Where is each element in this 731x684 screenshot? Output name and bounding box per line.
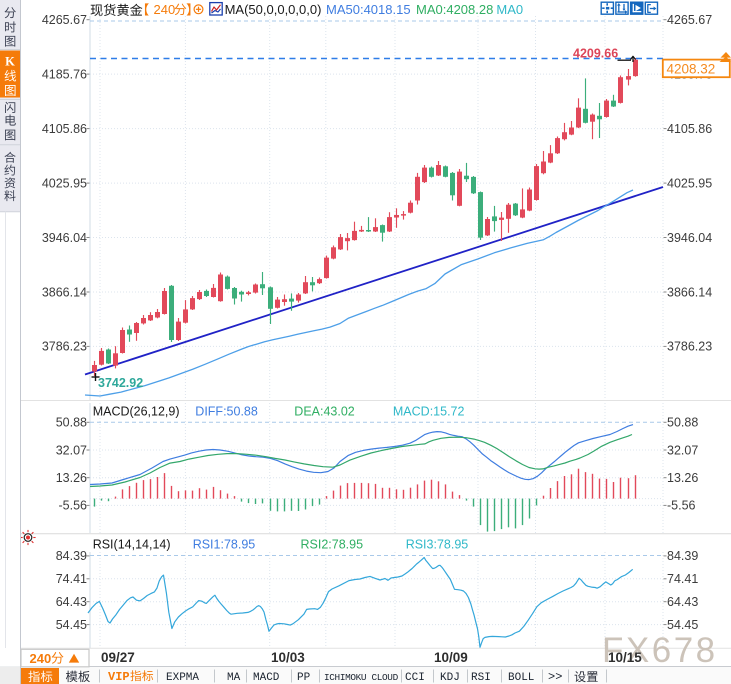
svg-text:DEA:43.02: DEA:43.02 [294, 405, 355, 419]
svg-text:09/27: 09/27 [101, 650, 135, 665]
svg-text:RSI3:78.95: RSI3:78.95 [406, 538, 469, 552]
svg-text:13.26: 13.26 [667, 471, 698, 485]
svg-text:MA0:4208.28: MA0:4208.28 [416, 2, 493, 17]
svg-text:RSI1:78.95: RSI1:78.95 [193, 538, 256, 552]
svg-text:4105.86: 4105.86 [42, 122, 87, 136]
svg-text:3742.92: 3742.92 [98, 376, 143, 390]
svg-text:240: 240 [154, 2, 176, 17]
svg-text:MA50:4018.15: MA50:4018.15 [326, 2, 411, 17]
svg-text:3946.04: 3946.04 [42, 231, 87, 245]
svg-text:84.39: 84.39 [56, 549, 87, 563]
svg-text:VIP: VIP [108, 670, 130, 684]
svg-text:RSI: RSI [471, 672, 491, 684]
svg-text:4185.76: 4185.76 [42, 67, 87, 81]
svg-text:84.39: 84.39 [667, 549, 698, 563]
svg-text:74.41: 74.41 [56, 572, 87, 586]
svg-text:K: K [5, 54, 15, 68]
svg-text:RSI2:78.95: RSI2:78.95 [301, 538, 364, 552]
svg-text:EXPMA: EXPMA [166, 672, 199, 684]
svg-text:MA0: MA0 [496, 2, 523, 17]
svg-text:KDJ: KDJ [440, 672, 460, 684]
svg-text:PP: PP [297, 672, 311, 684]
svg-text:>>: >> [548, 670, 562, 684]
svg-text:4025.95: 4025.95 [667, 176, 712, 190]
svg-text:FX678: FX678 [602, 631, 718, 670]
svg-text:DIFF:50.88: DIFF:50.88 [195, 405, 258, 419]
svg-text:4209.66: 4209.66 [573, 47, 618, 61]
svg-text:50.88: 50.88 [56, 416, 87, 430]
svg-text:MACD:15.72: MACD:15.72 [393, 405, 465, 419]
svg-text:3786.23: 3786.23 [42, 340, 87, 354]
svg-text:32.07: 32.07 [56, 443, 87, 457]
svg-text:240: 240 [30, 651, 52, 666]
svg-text:MACD(26,12,9): MACD(26,12,9) [93, 405, 180, 419]
svg-text:3946.04: 3946.04 [667, 231, 712, 245]
svg-text:MACD: MACD [253, 672, 280, 684]
svg-text:4265.67: 4265.67 [42, 13, 87, 27]
svg-text:4105.86: 4105.86 [667, 122, 712, 136]
svg-text:3866.14: 3866.14 [42, 285, 87, 299]
svg-text:CCI: CCI [405, 672, 425, 684]
svg-text:10/15: 10/15 [608, 650, 642, 665]
svg-text:64.43: 64.43 [667, 595, 698, 609]
svg-text:MA: MA [227, 672, 241, 684]
svg-text:3786.23: 3786.23 [667, 340, 712, 354]
svg-text:MA(50,0,0,0,0,0): MA(50,0,0,0,0,0) [225, 2, 322, 17]
svg-text:54.45: 54.45 [56, 618, 87, 632]
svg-text:RSI(14,14,14): RSI(14,14,14) [93, 538, 171, 552]
svg-text:4208.32: 4208.32 [667, 62, 716, 77]
svg-text:4025.95: 4025.95 [42, 176, 87, 190]
svg-text:3866.14: 3866.14 [667, 285, 712, 299]
svg-text:64.43: 64.43 [56, 595, 87, 609]
svg-text:-5.56: -5.56 [667, 499, 696, 513]
svg-text:10/03: 10/03 [271, 650, 305, 665]
svg-text:10/09: 10/09 [434, 650, 468, 665]
svg-text:4265.67: 4265.67 [667, 13, 712, 27]
svg-text:-5.56: -5.56 [59, 499, 88, 513]
svg-text:BOLL: BOLL [508, 672, 534, 684]
svg-text:54.45: 54.45 [667, 618, 698, 632]
svg-text:13.26: 13.26 [56, 471, 87, 485]
svg-text:50.88: 50.88 [667, 416, 698, 430]
svg-text:74.41: 74.41 [667, 572, 698, 586]
svg-text:32.07: 32.07 [667, 443, 698, 457]
svg-text:ICHIMOKU CLOUD: ICHIMOKU CLOUD [324, 672, 399, 683]
